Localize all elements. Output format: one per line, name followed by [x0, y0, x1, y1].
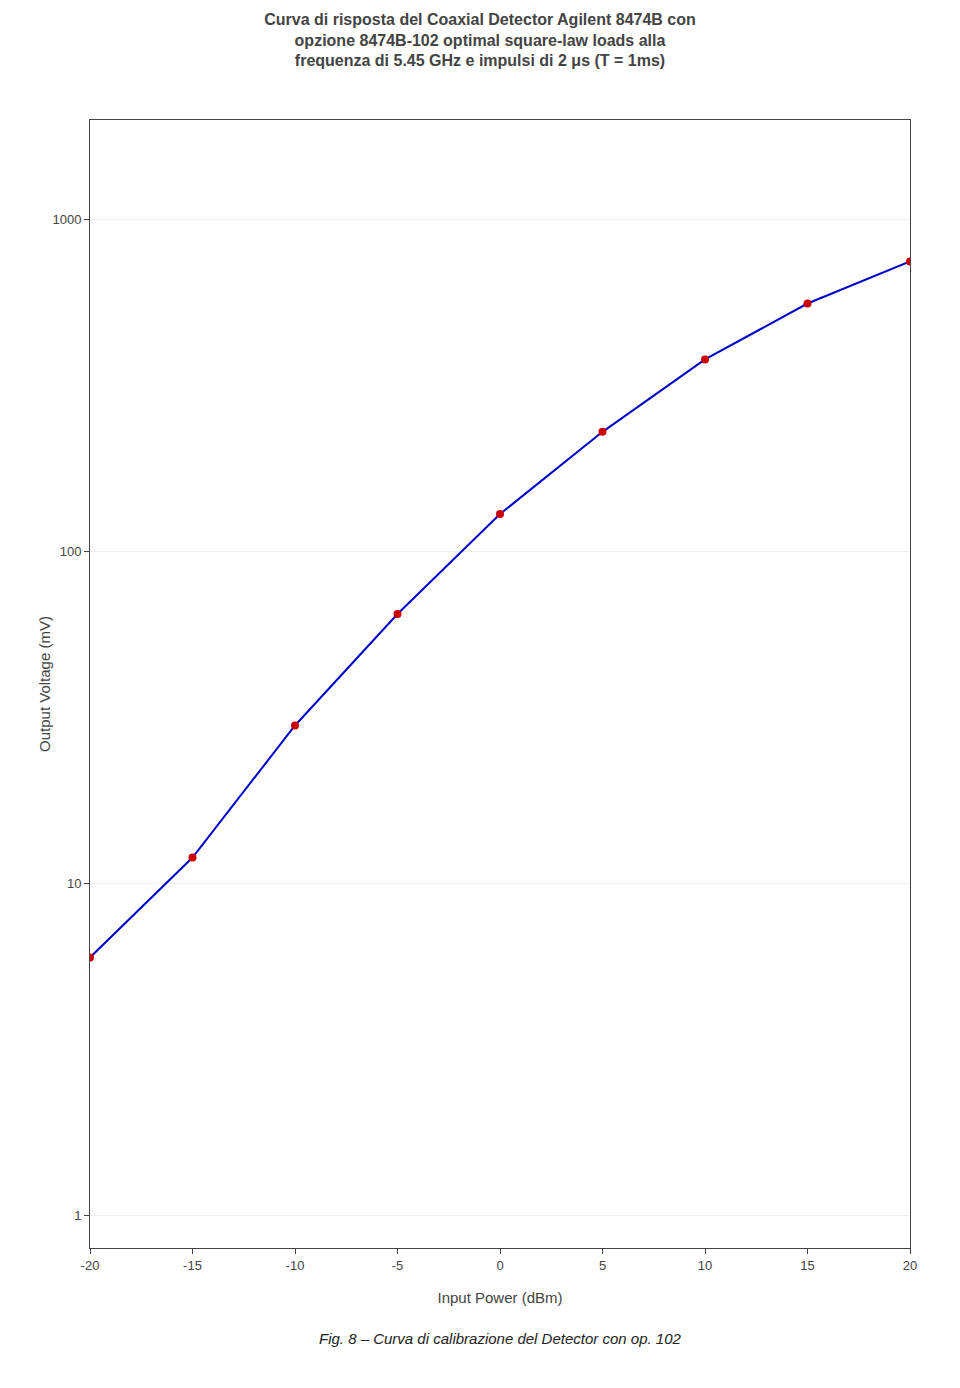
svg-text:-5: -5 — [392, 1258, 404, 1273]
svg-text:20: 20 — [903, 1258, 917, 1273]
svg-text:0: 0 — [496, 1258, 503, 1273]
svg-text:1000: 1000 — [52, 212, 81, 227]
svg-text:5: 5 — [599, 1258, 606, 1273]
svg-text:-15: -15 — [183, 1258, 202, 1273]
svg-text:10: 10 — [67, 876, 81, 891]
svg-text:100: 100 — [60, 544, 82, 559]
svg-text:1: 1 — [74, 1208, 81, 1223]
svg-text:Fig. 8 – Curva di calibrazione: Fig. 8 – Curva di calibrazione del Detec… — [319, 1330, 682, 1347]
svg-text:Curva di risposta del Coaxial: Curva di risposta del Coaxial Detector A… — [264, 11, 696, 70]
svg-text:Output Voltage (mV): Output Voltage (mV) — [36, 616, 53, 752]
svg-text:15: 15 — [800, 1258, 814, 1273]
svg-text:-20: -20 — [81, 1258, 100, 1273]
svg-text:-10: -10 — [286, 1258, 305, 1273]
svg-text:Input Power (dBm): Input Power (dBm) — [437, 1289, 562, 1306]
svg-text:10: 10 — [698, 1258, 712, 1273]
